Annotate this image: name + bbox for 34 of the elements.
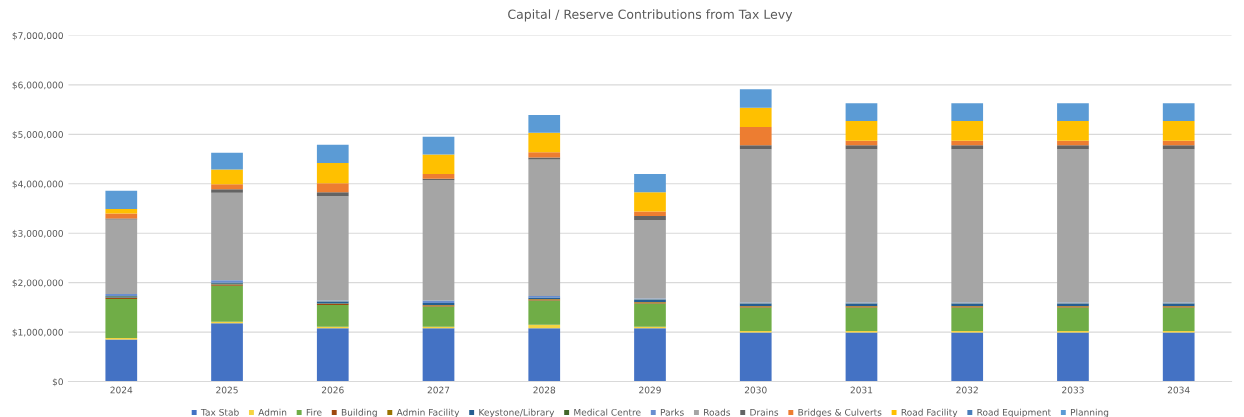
x-tick-label: 2025 [216,386,238,394]
legend-label: Roads [704,408,731,416]
x-tick-label: 2032 [956,386,978,394]
legend-label: Building [341,408,377,417]
y-tick-label: $7,000,000 [12,32,63,41]
legend-label: Fire [306,408,322,416]
legend-label: Medical Centre [574,408,641,416]
y-tick-label: $6,000,000 [12,81,63,90]
legend-label: Tax Stab [200,408,239,416]
legend-label: Bridges & Culverts [798,408,882,417]
x-tick-label: 2026 [321,386,344,394]
y-tick-label: $4,000,000 [12,180,63,189]
y-tick-label: $2,000,000 [12,279,63,288]
legend-label: Planning [1070,408,1109,417]
x-tick-label: 2029 [639,386,661,394]
x-tick-label: 2024 [110,386,133,394]
y-tick-label: $5,000,000 [12,130,63,140]
chart-title: Capital / Reserve Contributions from Tax Levy [508,9,793,22]
legend-label: Road Equipment [977,408,1051,417]
legend-label: Keystone/Library [479,408,555,417]
legend-label: Admin Facility [396,408,460,417]
legend-label: Drains [750,408,779,416]
legend-label: Parks [660,408,684,416]
legend-label: Admin [258,408,287,416]
x-tick-label: 2027 [427,386,450,394]
y-tick-label: $1,000,000 [12,328,63,337]
x-tick-label: 2030 [744,386,767,394]
x-tick-label: 2033 [1062,386,1084,394]
legend-label: Road Facility [901,408,958,417]
x-tick-label: 2028 [533,386,556,394]
y-tick-label: $3,000,000 [12,229,63,238]
x-tick-label: 2031 [850,386,873,394]
x-tick-label: 2034 [1167,386,1190,394]
y-tick-label: $0 [52,378,63,387]
